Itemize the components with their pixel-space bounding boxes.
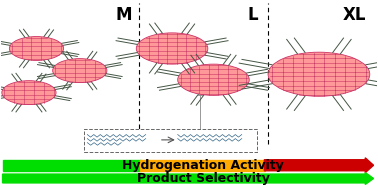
Text: Product Selectivity: Product Selectivity — [137, 172, 270, 185]
FancyArrow shape — [264, 158, 373, 173]
Text: XL: XL — [343, 6, 366, 24]
Text: Hydrogenation Activity: Hydrogenation Activity — [122, 159, 284, 172]
Ellipse shape — [53, 59, 107, 82]
FancyArrow shape — [3, 160, 141, 171]
Ellipse shape — [9, 36, 64, 60]
Ellipse shape — [268, 52, 370, 96]
FancyBboxPatch shape — [84, 129, 257, 152]
Text: M: M — [116, 6, 132, 24]
Text: L: L — [248, 6, 258, 24]
Ellipse shape — [136, 33, 208, 64]
FancyArrow shape — [140, 160, 265, 171]
Ellipse shape — [178, 64, 249, 95]
FancyArrow shape — [3, 173, 373, 184]
Ellipse shape — [2, 81, 56, 105]
